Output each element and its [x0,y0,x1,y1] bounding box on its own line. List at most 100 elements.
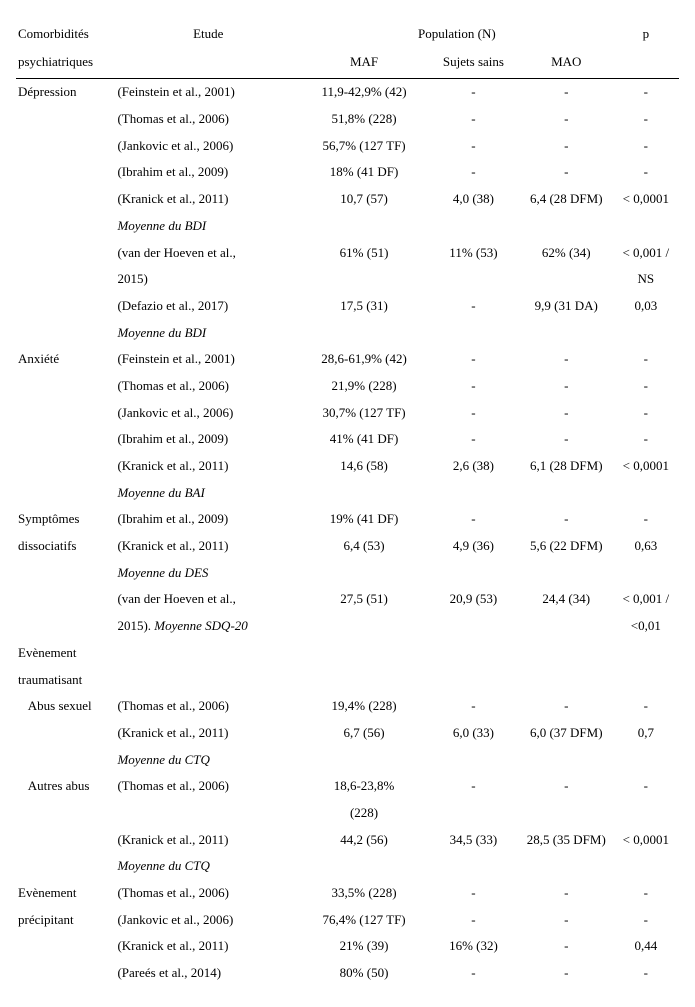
table-row: (Kranick et al., 2011)21% (39)16% (32)-0… [16,933,679,960]
cell [520,853,613,880]
mao-cell: - [520,133,613,160]
study-cell: (Kranick et al., 2011) [115,453,301,480]
mao-cell: - [520,907,613,934]
section-label: Anxiété [16,346,115,373]
sains-cell: 4,9 (36) [427,533,520,560]
cell [301,213,427,240]
maf-cell [301,266,427,293]
section-label [16,106,115,133]
maf-cell: 61% (51) [301,240,427,267]
mao-cell: - [520,159,613,186]
sains-cell: - [427,400,520,427]
cell [301,667,427,694]
cell [115,640,301,667]
table-row: (Thomas et al., 2006)51,8% (228)--- [16,106,679,133]
section-label [16,613,115,640]
study-cell: (Kranick et al., 2011) [115,186,301,213]
cell [301,747,427,774]
maf-cell: 41% (41 DF) [301,426,427,453]
study-cell: 2015). Moyenne SDQ-20 [115,613,301,640]
section-label: précipitant [16,907,115,934]
p-cell: < 0,001 / [613,586,679,613]
section-label [16,960,115,987]
maf-cell: 17,5 (31) [301,293,427,320]
maf-cell: 56,7% (127 TF) [301,133,427,160]
hdr-maf: MAF [301,49,427,79]
table-row: (Ibrahim et al., 2009)18% (41 DF)--- [16,159,679,186]
p-cell: - [613,693,679,720]
section-label [16,320,115,347]
cell [115,667,301,694]
cell [520,213,613,240]
table-row: (van der Hoeven et al.,27,5 (51)20,9 (53… [16,586,679,613]
p-cell: - [613,400,679,427]
sains-cell: - [427,159,520,186]
note-cell: Moyenne du BAI [115,480,301,507]
mao-cell: 28,5 (35 DFM) [520,827,613,854]
sains-cell: - [427,880,520,907]
table-row: Autres abus(Thomas et al., 2006)18,6-23,… [16,773,679,800]
hdr-p: p [613,20,679,49]
sains-cell: - [427,506,520,533]
note-cell: Moyenne du CTQ [115,747,301,774]
maf-cell [301,613,427,640]
study-cell: (Jankovic et al., 2006) [115,400,301,427]
maf-cell: 28,6-61,9% (42) [301,346,427,373]
section-label [16,933,115,960]
maf-cell: (228) [301,800,427,827]
study-cell: (Pareés et al., 2014) [115,960,301,987]
mao-cell: - [520,346,613,373]
cell [613,320,679,347]
table-row: précipitant(Jankovic et al., 2006)76,4% … [16,907,679,934]
maf-cell: 11,9-42,9% (42) [301,79,427,106]
sains-cell: - [427,373,520,400]
cell [520,747,613,774]
cell [301,560,427,587]
mao-cell: - [520,933,613,960]
sains-cell: - [427,293,520,320]
maf-cell: 21% (39) [301,933,427,960]
maf-cell: 44,2 (56) [301,827,427,854]
mao-cell: - [520,960,613,987]
cell [520,480,613,507]
section-label [16,213,115,240]
study-cell: (van der Hoeven et al., [115,586,301,613]
sains-cell: - [427,426,520,453]
cell [427,480,520,507]
table-row: Moyenne du CTQ [16,853,679,880]
study-cell: (Ibrahim et al., 2009) [115,506,301,533]
table-row: Moyenne du BDI [16,320,679,347]
p-cell: <0,01 [613,613,679,640]
maf-cell: 80% (50) [301,960,427,987]
section-label [16,373,115,400]
study-cell: (Kranick et al., 2011) [115,720,301,747]
table-row: traumatisant [16,667,679,694]
study-cell: 2015) [115,266,301,293]
maf-cell: 21,9% (228) [301,373,427,400]
section-label [16,853,115,880]
mao-cell: 24,4 (34) [520,586,613,613]
p-cell: 0,44 [613,933,679,960]
table-row: Moyenne du DES [16,560,679,587]
hdr-sains: Sujets sains [427,49,520,79]
p-cell: < 0,0001 [613,453,679,480]
section-label: traumatisant [16,667,115,694]
mao-cell: - [520,79,613,106]
cell [613,640,679,667]
section-label: Autres abus [16,773,115,800]
mao-cell [520,800,613,827]
cell [427,640,520,667]
mao-cell: 5,6 (22 DFM) [520,533,613,560]
table-row: 2015). Moyenne SDQ-20 <0,01 [16,613,679,640]
p-cell: - [613,373,679,400]
hdr-comorbid-2: psychiatriques [16,49,115,79]
table-header-row-1: Comorbidités Etude Population (N) p [16,20,679,49]
mao-cell: 6,4 (28 DFM) [520,186,613,213]
mao-cell [520,613,613,640]
section-label [16,133,115,160]
mao-cell: 62% (34) [520,240,613,267]
section-label [16,453,115,480]
cell [613,213,679,240]
p-cell: NS [613,266,679,293]
section-label [16,586,115,613]
